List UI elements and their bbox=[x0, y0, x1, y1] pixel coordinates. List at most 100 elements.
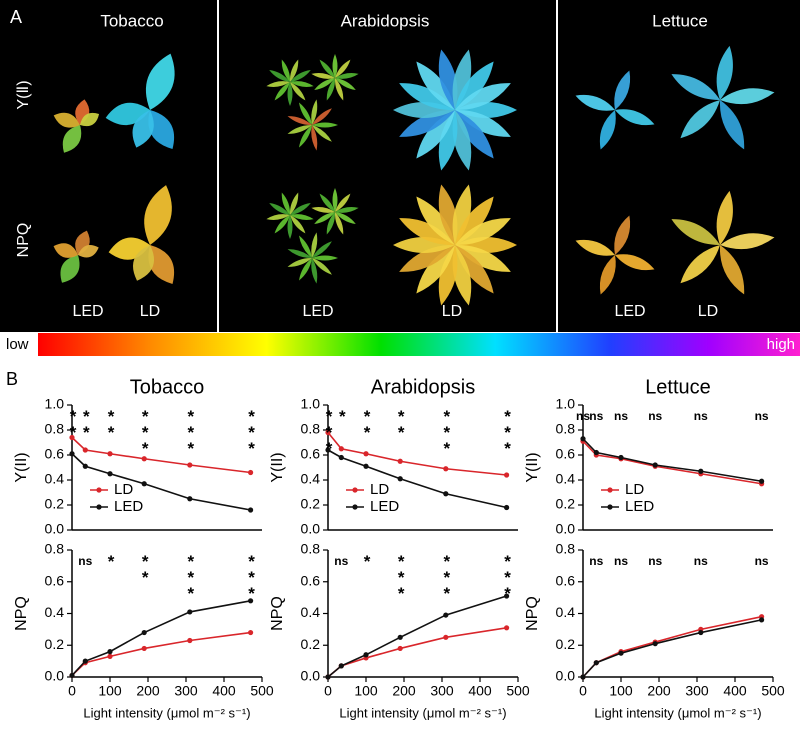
y-tick-label: 1.0 bbox=[45, 396, 65, 412]
legend-marker bbox=[607, 487, 613, 493]
leaf bbox=[145, 53, 175, 110]
leaf bbox=[335, 78, 356, 90]
series-line bbox=[327, 626, 507, 678]
series-line bbox=[327, 595, 507, 678]
leaf bbox=[281, 192, 291, 215]
significance: ns bbox=[755, 554, 769, 568]
data-point bbox=[107, 649, 113, 655]
leaf bbox=[332, 188, 338, 212]
leaf bbox=[287, 249, 312, 259]
data-point bbox=[759, 617, 765, 623]
leaf bbox=[78, 244, 99, 258]
legend-marker bbox=[96, 504, 102, 510]
leaf bbox=[287, 116, 312, 126]
data-point bbox=[82, 658, 88, 664]
y-tick-label: 0.6 bbox=[556, 572, 576, 588]
leaf bbox=[719, 100, 745, 150]
x-tick-label: 0 bbox=[579, 683, 587, 699]
y-tick-label: 0.4 bbox=[45, 604, 65, 620]
leaf bbox=[132, 245, 155, 281]
legend-label: LD bbox=[114, 481, 133, 498]
leaf bbox=[719, 245, 745, 295]
leaf bbox=[148, 110, 175, 149]
leaf bbox=[335, 193, 351, 212]
y-tick-label: 0.6 bbox=[301, 572, 321, 588]
significance: ** bbox=[102, 407, 121, 439]
legend-marker bbox=[96, 487, 102, 493]
data-point bbox=[363, 652, 369, 658]
data-point bbox=[580, 436, 586, 442]
x-tick-label: 500 bbox=[761, 683, 785, 699]
leaf bbox=[312, 108, 332, 125]
leaf bbox=[575, 239, 615, 256]
significance: * bbox=[333, 407, 352, 423]
series-line bbox=[71, 631, 251, 676]
leaf bbox=[53, 112, 80, 128]
y-tick-label: 0.2 bbox=[301, 636, 321, 652]
leaf bbox=[62, 125, 82, 153]
species-label: Arabidopsis bbox=[341, 11, 430, 30]
leaf bbox=[334, 78, 344, 101]
leaf bbox=[290, 82, 306, 101]
x-tick-label: 500 bbox=[250, 683, 274, 699]
y-tick-label: 0.8 bbox=[556, 541, 576, 557]
colorbar-high: high bbox=[767, 336, 795, 353]
leaf bbox=[720, 88, 775, 105]
significance: ns bbox=[694, 554, 708, 568]
leaf bbox=[290, 70, 311, 82]
significance: * bbox=[358, 552, 377, 568]
x-tick-label: 200 bbox=[647, 683, 671, 699]
legend-marker bbox=[352, 504, 358, 510]
data-point bbox=[141, 645, 147, 652]
data-point bbox=[187, 496, 193, 502]
data-point bbox=[698, 468, 704, 474]
significance: ** bbox=[358, 407, 377, 439]
leaf bbox=[312, 122, 338, 128]
leaf bbox=[455, 245, 494, 294]
y-tick-label: 0.0 bbox=[556, 521, 576, 537]
leaf bbox=[399, 244, 455, 272]
leaf bbox=[455, 196, 494, 245]
leaf bbox=[53, 243, 78, 258]
leaf bbox=[287, 124, 312, 134]
data-point bbox=[593, 449, 599, 456]
leaf bbox=[455, 109, 511, 137]
leaf bbox=[312, 241, 332, 258]
leaf bbox=[438, 110, 458, 171]
y-tick-label: 0.6 bbox=[45, 572, 65, 588]
y-tick-label: 0.4 bbox=[45, 471, 65, 487]
y-tick-label: 0.6 bbox=[556, 446, 576, 462]
x-tick-label: 400 bbox=[468, 683, 492, 699]
x-tick-label: 100 bbox=[354, 683, 378, 699]
leaf bbox=[144, 185, 172, 245]
leaf bbox=[312, 258, 332, 275]
significance: ns bbox=[78, 554, 92, 568]
leaf bbox=[416, 61, 455, 110]
data-point bbox=[187, 637, 193, 644]
significance: ns bbox=[589, 409, 603, 423]
x-tick-label: 200 bbox=[136, 683, 160, 699]
data-point bbox=[82, 463, 88, 469]
data-point bbox=[248, 507, 254, 513]
data-point bbox=[248, 629, 254, 636]
colorbar-low: low bbox=[6, 336, 29, 353]
data-point bbox=[618, 454, 624, 461]
leaf bbox=[290, 203, 311, 215]
leaf bbox=[299, 125, 312, 148]
leaf bbox=[335, 212, 356, 224]
legend-label: LD bbox=[370, 481, 389, 498]
x-tick-label: 0 bbox=[68, 683, 76, 699]
x-tick-label: 400 bbox=[723, 683, 747, 699]
data-point bbox=[107, 471, 113, 477]
leaf bbox=[615, 109, 655, 126]
series-line bbox=[71, 600, 251, 676]
significance: *** bbox=[498, 407, 517, 455]
leaf bbox=[455, 244, 511, 272]
leaf bbox=[455, 83, 511, 111]
data-point bbox=[759, 478, 765, 484]
data-point bbox=[141, 456, 147, 462]
leaf bbox=[575, 94, 615, 111]
y-tick-label: 1.0 bbox=[556, 396, 576, 412]
leaf bbox=[335, 73, 359, 79]
